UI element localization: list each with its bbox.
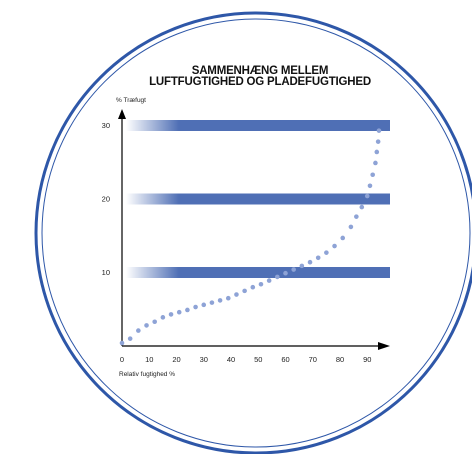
data-point [160, 315, 166, 320]
data-point [127, 336, 133, 341]
y-tick-label: 30 [102, 121, 110, 130]
data-point [364, 193, 370, 199]
x-axis-label: Relativ fugtighed % [119, 371, 176, 378]
data-points [119, 128, 382, 346]
data-point [291, 267, 296, 272]
data-point [225, 295, 231, 301]
data-point [340, 235, 346, 241]
data-point [144, 323, 149, 328]
data-point [234, 292, 239, 297]
data-point [354, 214, 359, 219]
data-point [359, 204, 365, 210]
data-point [176, 309, 182, 315]
data-point [193, 304, 198, 310]
data-point [332, 243, 337, 249]
data-point [258, 281, 264, 287]
x-tick-label: 80 [336, 355, 344, 364]
x-tick-labels: 0 10 20 30 40 50 60 70 80 90 [120, 355, 372, 364]
y-tick-label: 20 [102, 195, 110, 204]
data-point [217, 298, 223, 303]
reference-bands [126, 120, 390, 278]
reference-band-20 [126, 193, 390, 205]
data-point [324, 250, 329, 255]
reference-band-10 [126, 267, 390, 278]
data-point [376, 128, 382, 133]
x-tick-label: 40 [227, 355, 235, 364]
y-tick-labels: 10 20 30 [102, 121, 110, 277]
data-point [375, 139, 381, 144]
x-tick-label: 70 [309, 355, 317, 364]
data-point [168, 312, 174, 317]
data-point [348, 224, 354, 230]
x-tick-label: 10 [145, 355, 153, 364]
data-point [250, 284, 256, 290]
data-point [299, 263, 305, 269]
data-point [307, 259, 313, 265]
data-point [374, 149, 380, 155]
x-tick-label: 20 [172, 355, 180, 364]
data-point [201, 302, 207, 308]
x-tick-label: 30 [200, 355, 208, 364]
data-point [370, 172, 376, 178]
data-point [209, 300, 215, 305]
y-axis-arrow [118, 109, 126, 119]
chart-title-line-1: SAMMENHÆNG MELLEM [191, 65, 329, 77]
axes [118, 109, 390, 350]
data-point [242, 288, 247, 294]
chart-title-line-2: LUFTFUGTIGHED OG PLADEFUGTIGHED [149, 76, 371, 88]
data-point [315, 255, 321, 261]
x-tick-label: 90 [363, 355, 371, 364]
y-axis-label: % Træfugt [116, 97, 146, 104]
inner-ring [41, 18, 471, 448]
data-point [373, 160, 378, 166]
data-point [119, 340, 125, 346]
y-tick-label: 10 [102, 268, 110, 277]
data-point [367, 183, 373, 189]
data-point [136, 328, 141, 333]
data-point [185, 307, 190, 313]
x-tick-label: 50 [254, 355, 262, 364]
x-tick-label: 0 [120, 355, 124, 364]
data-point [152, 319, 157, 325]
data-point [283, 270, 288, 276]
data-point [266, 278, 272, 283]
reference-band-30 [126, 120, 390, 131]
x-axis-arrow [378, 342, 390, 350]
data-point [275, 274, 280, 280]
x-tick-label: 60 [281, 355, 289, 364]
